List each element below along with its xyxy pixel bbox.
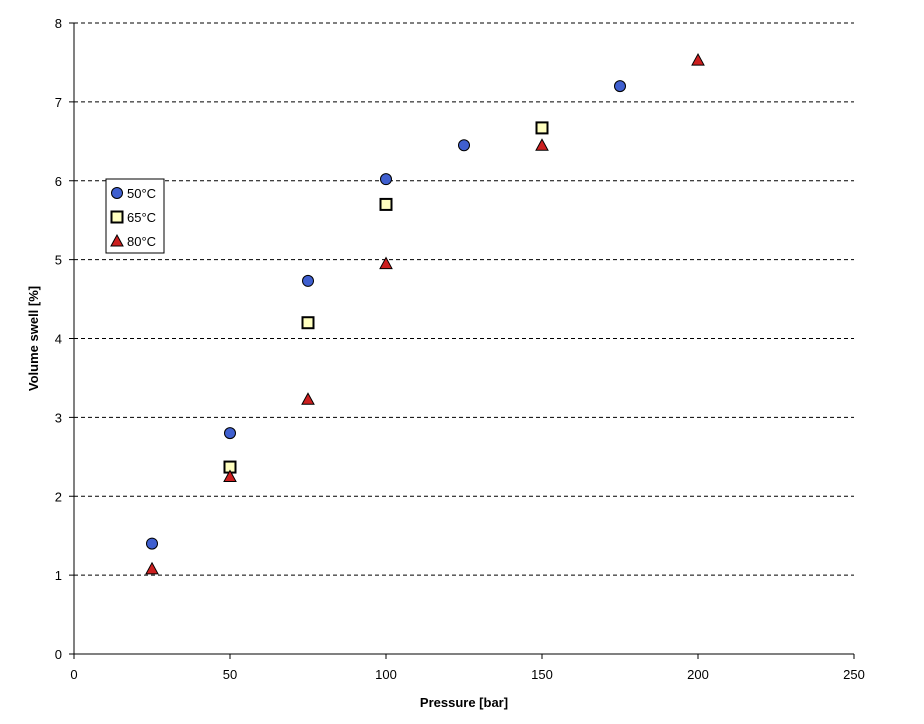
legend-label: 65°C [127, 210, 156, 225]
data-point-square [535, 121, 549, 135]
y-tick-label: 2 [55, 489, 62, 504]
tick-labels: 0 1 2 3 4 5 6 7 8 0 50 100 150 200 250 [55, 16, 865, 682]
grid-lines [74, 22, 854, 576]
data-point-triangle [379, 256, 393, 270]
x-tick-label: 200 [687, 667, 709, 682]
data-point-circle [458, 139, 470, 152]
x-tick-label: 0 [70, 667, 77, 682]
data-point-circle [614, 80, 626, 93]
axes [69, 22, 855, 659]
data-point-circle [380, 173, 392, 186]
data-point-circle [302, 274, 314, 287]
y-tick-label: 0 [55, 647, 62, 662]
y-tick-label: 8 [55, 16, 62, 31]
data-point-triangle [301, 392, 315, 405]
legend: 50°C 65°C 80°C [105, 178, 165, 254]
data-point-square [379, 197, 393, 211]
data-point-triangle [145, 561, 159, 575]
x-tick-label: 250 [843, 667, 865, 682]
x-tick-label: 100 [375, 667, 397, 682]
data-point-circle [146, 537, 158, 550]
y-tick-label: 7 [55, 95, 62, 110]
x-tick-label: 50 [223, 667, 237, 682]
data-point-triangle [223, 469, 237, 483]
y-tick-label: 5 [55, 253, 62, 268]
y-tick-label: 6 [55, 174, 62, 189]
legend-marker-square [110, 210, 124, 224]
x-axis-title: Pressure [bar] [420, 695, 508, 710]
legend-marker-circle [111, 187, 123, 199]
x-tick-label: 150 [531, 667, 553, 682]
data-point-triangle [535, 138, 549, 151]
data-point-triangle [691, 53, 705, 66]
y-tick-label: 1 [55, 568, 62, 583]
data-points [145, 53, 705, 575]
legend-marker-triangle [110, 233, 124, 247]
y-axis-title: Volume swell [%] [26, 286, 41, 391]
data-point-square [301, 316, 315, 330]
legend-label: 50°C [127, 186, 156, 201]
y-tick-label: 3 [55, 410, 62, 425]
y-tick-label: 4 [55, 332, 62, 347]
legend-label: 80°C [127, 234, 156, 249]
data-point-circle [224, 427, 236, 440]
